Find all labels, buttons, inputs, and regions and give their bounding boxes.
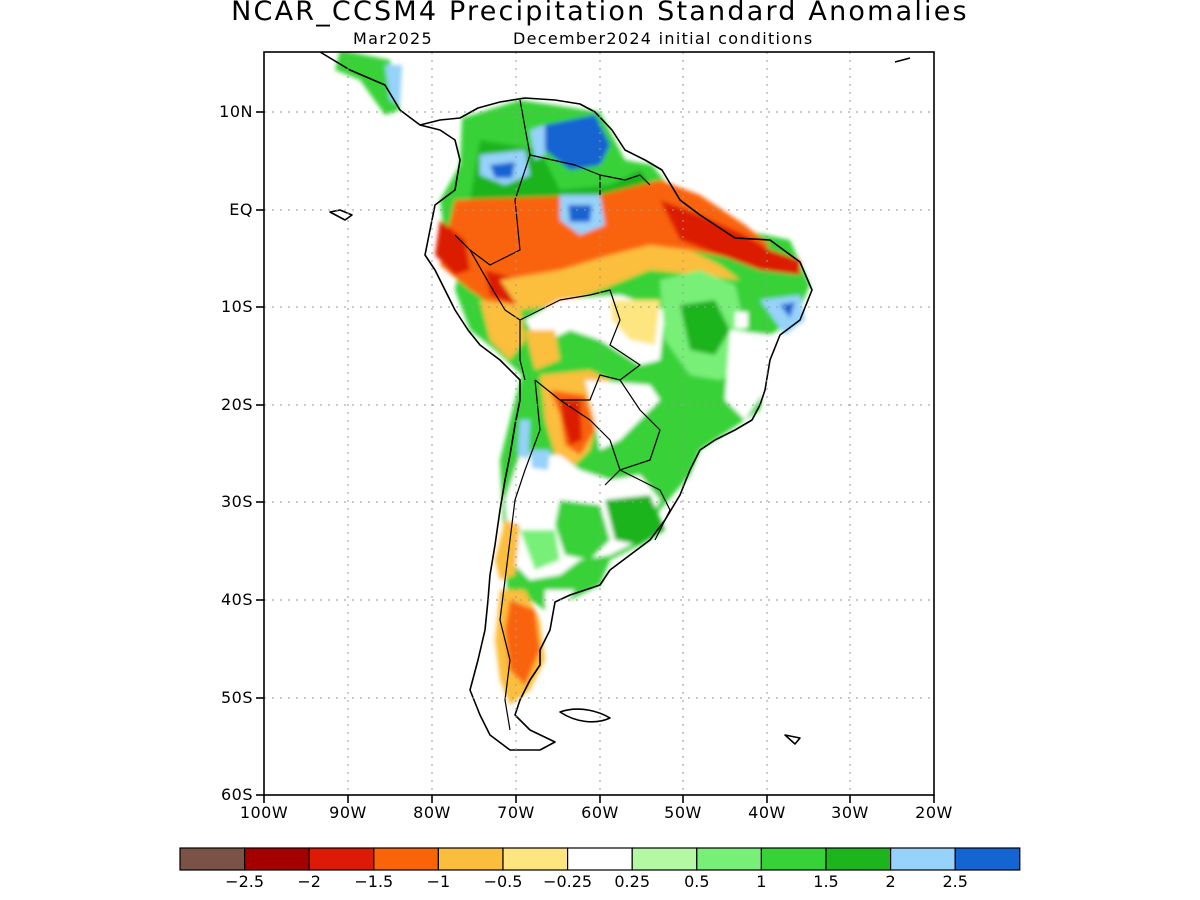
anomaly-region [555, 500, 610, 560]
colorbar-swatch [437, 847, 504, 871]
map-frame [263, 51, 935, 796]
colorbar-label: 0.5 [684, 872, 710, 891]
anomaly-region [500, 245, 740, 310]
map-title: NCAR_CCSM4 Precipitation Standard Anomal… [231, 0, 969, 27]
lon-label: 40W [748, 803, 786, 822]
country-borders [454, 99, 671, 731]
anomaly-region [495, 520, 520, 580]
anomaly-region [335, 52, 400, 115]
colorbar-swatch [889, 847, 956, 871]
colorbar-label: 1 [756, 872, 767, 891]
colorbar-swatch [760, 847, 827, 871]
colorbar-swatch [696, 847, 762, 871]
anomaly-region [605, 495, 665, 545]
anomaly-region [530, 450, 550, 470]
lat-label: 60S [220, 785, 253, 804]
anomaly-region [480, 300, 525, 360]
lon-label: 60W [581, 803, 619, 822]
colorbar [179, 847, 1021, 871]
anomaly-region [545, 115, 610, 170]
colorbar-label: 2 [885, 872, 896, 891]
colorbar-swatch [502, 847, 569, 871]
anomaly-region [568, 205, 592, 222]
colorbar-swatch [373, 847, 440, 871]
colorbar-label: −1.5 [354, 872, 394, 891]
anomaly-region [530, 125, 545, 160]
colorbar-label: −0.25 [543, 872, 593, 891]
anomaly-region [490, 162, 515, 178]
colorbar-label: 2.5 [942, 872, 968, 891]
anomaly-region [585, 380, 660, 450]
anomaly-shading [335, 52, 810, 705]
colorbar-swatch [631, 847, 698, 871]
forecast-month: Mar2025 [353, 29, 434, 48]
colorbar-swatch [954, 847, 1021, 871]
anomaly-region [520, 530, 560, 570]
anomaly-region [680, 300, 730, 355]
colorbar-label: 1.5 [813, 872, 839, 891]
anomaly-region [518, 420, 530, 460]
lon-label: 20W [915, 803, 953, 822]
lat-label: 20S [220, 395, 253, 414]
lat-label: 50S [220, 688, 253, 707]
lat-label: 10S [220, 297, 253, 316]
lon-label: 50W [664, 803, 702, 822]
colorbar-label: −0.5 [483, 872, 523, 891]
anomaly-region [505, 600, 540, 685]
initial-conditions: December2024 initial conditions [513, 29, 814, 48]
lat-label: 30S [220, 492, 253, 511]
colorbar-label: −2.5 [225, 872, 265, 891]
colorbar-swatch [825, 847, 892, 871]
lon-label: 30W [831, 803, 869, 822]
anomaly-region [525, 330, 560, 370]
colorbar-swatch [308, 847, 375, 871]
colorbar-label: −1 [426, 872, 451, 891]
colorbar-swatch [567, 847, 633, 871]
lat-label: EQ [229, 200, 253, 219]
lon-label: 100W [239, 803, 289, 822]
anomaly-region [385, 65, 402, 105]
anomaly-region [725, 330, 770, 420]
anomaly-region [780, 302, 795, 318]
lat-label: 40S [220, 590, 253, 609]
lon-label: 80W [413, 803, 451, 822]
axis-ticks [256, 111, 935, 803]
lat-label: 10N [219, 102, 253, 121]
colorbar-label: −2 [297, 872, 321, 891]
anomaly-region [435, 220, 470, 275]
anomaly-region [660, 200, 800, 275]
colorbar-swatch [243, 847, 310, 871]
lon-label: 90W [329, 803, 367, 822]
colorbar-label: 0.25 [614, 872, 650, 891]
lon-label: 70W [497, 803, 535, 822]
colorbar-swatch [179, 847, 246, 871]
coastline [319, 52, 911, 751]
anomaly-region [735, 312, 748, 328]
anomaly-region [610, 300, 660, 345]
